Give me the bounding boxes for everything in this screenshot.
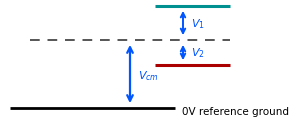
- Text: $V_1$: $V_1$: [191, 17, 205, 31]
- Text: $V_2$: $V_2$: [191, 46, 205, 60]
- Text: 0V reference ground: 0V reference ground: [182, 107, 289, 117]
- Text: $V_{cm}$: $V_{cm}$: [138, 69, 159, 83]
